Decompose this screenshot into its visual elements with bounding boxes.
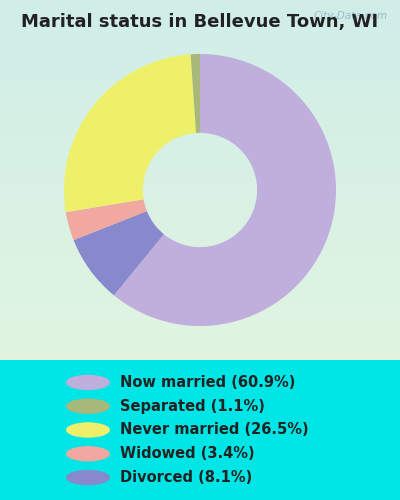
- Circle shape: [66, 398, 110, 414]
- Bar: [0, 152, 400, 158]
- Bar: [0, 31, 400, 36]
- Bar: [0, 278, 400, 283]
- Bar: [0, 247, 400, 252]
- Text: City-Data.com: City-Data.com: [314, 11, 388, 21]
- Bar: [0, 26, 400, 32]
- Text: Marital status in Bellevue Town, WI: Marital status in Bellevue Town, WI: [22, 12, 378, 30]
- Bar: [0, 148, 400, 153]
- Text: Widowed (3.4%): Widowed (3.4%): [120, 446, 255, 462]
- Bar: [0, 306, 400, 310]
- Bar: [0, 80, 400, 86]
- Bar: [0, 350, 400, 356]
- Circle shape: [66, 446, 110, 462]
- Wedge shape: [66, 200, 147, 240]
- Bar: [0, 40, 400, 45]
- Bar: [0, 198, 400, 202]
- Bar: [0, 67, 400, 72]
- Bar: [0, 121, 400, 126]
- Bar: [0, 126, 400, 130]
- Bar: [0, 8, 400, 14]
- Bar: [0, 90, 400, 94]
- Bar: [0, 224, 400, 230]
- Bar: [0, 337, 400, 342]
- Bar: [0, 112, 400, 117]
- Wedge shape: [114, 54, 336, 326]
- Bar: [0, 355, 400, 360]
- Bar: [0, 62, 400, 68]
- Bar: [0, 328, 400, 333]
- Bar: [0, 166, 400, 171]
- Bar: [0, 274, 400, 279]
- Wedge shape: [74, 211, 164, 296]
- Bar: [0, 0, 400, 4]
- Bar: [0, 188, 400, 194]
- Bar: [0, 301, 400, 306]
- Bar: [0, 157, 400, 162]
- Bar: [0, 296, 400, 302]
- Bar: [0, 18, 400, 22]
- Text: Now married (60.9%): Now married (60.9%): [120, 375, 295, 390]
- Bar: [0, 184, 400, 189]
- Bar: [0, 319, 400, 324]
- Bar: [0, 216, 400, 220]
- Bar: [0, 54, 400, 59]
- Wedge shape: [64, 54, 196, 212]
- Text: Never married (26.5%): Never married (26.5%): [120, 422, 309, 438]
- Bar: [0, 234, 400, 238]
- Bar: [0, 324, 400, 328]
- Bar: [0, 211, 400, 216]
- Bar: [0, 76, 400, 81]
- Bar: [0, 242, 400, 248]
- Bar: [0, 130, 400, 135]
- Bar: [0, 202, 400, 207]
- Bar: [0, 58, 400, 63]
- Bar: [0, 252, 400, 256]
- Bar: [0, 283, 400, 288]
- Bar: [0, 108, 400, 112]
- Bar: [0, 288, 400, 292]
- Bar: [0, 220, 400, 225]
- Circle shape: [66, 374, 110, 390]
- Bar: [0, 44, 400, 50]
- Bar: [0, 193, 400, 198]
- Text: Separated (1.1%): Separated (1.1%): [120, 398, 265, 413]
- Bar: [0, 49, 400, 54]
- Bar: [0, 180, 400, 184]
- Bar: [0, 292, 400, 297]
- Bar: [0, 139, 400, 144]
- Bar: [0, 170, 400, 175]
- Bar: [0, 260, 400, 266]
- Bar: [0, 238, 400, 243]
- Bar: [0, 72, 400, 76]
- Bar: [0, 103, 400, 108]
- Bar: [0, 22, 400, 27]
- Bar: [0, 4, 400, 9]
- Bar: [0, 256, 400, 261]
- Bar: [0, 332, 400, 338]
- Bar: [0, 98, 400, 103]
- Bar: [0, 13, 400, 18]
- Bar: [0, 206, 400, 212]
- Bar: [0, 342, 400, 346]
- Bar: [0, 116, 400, 121]
- Bar: [0, 134, 400, 140]
- Text: Divorced (8.1%): Divorced (8.1%): [120, 470, 252, 485]
- Bar: [0, 346, 400, 351]
- Wedge shape: [191, 54, 200, 133]
- Bar: [0, 314, 400, 320]
- Bar: [0, 265, 400, 270]
- Bar: [0, 310, 400, 315]
- Bar: [0, 144, 400, 148]
- Bar: [0, 85, 400, 90]
- Bar: [0, 94, 400, 99]
- Bar: [0, 229, 400, 234]
- Circle shape: [66, 422, 110, 438]
- Bar: [0, 270, 400, 274]
- Bar: [0, 175, 400, 180]
- Bar: [0, 162, 400, 166]
- Bar: [0, 36, 400, 41]
- Circle shape: [66, 470, 110, 486]
